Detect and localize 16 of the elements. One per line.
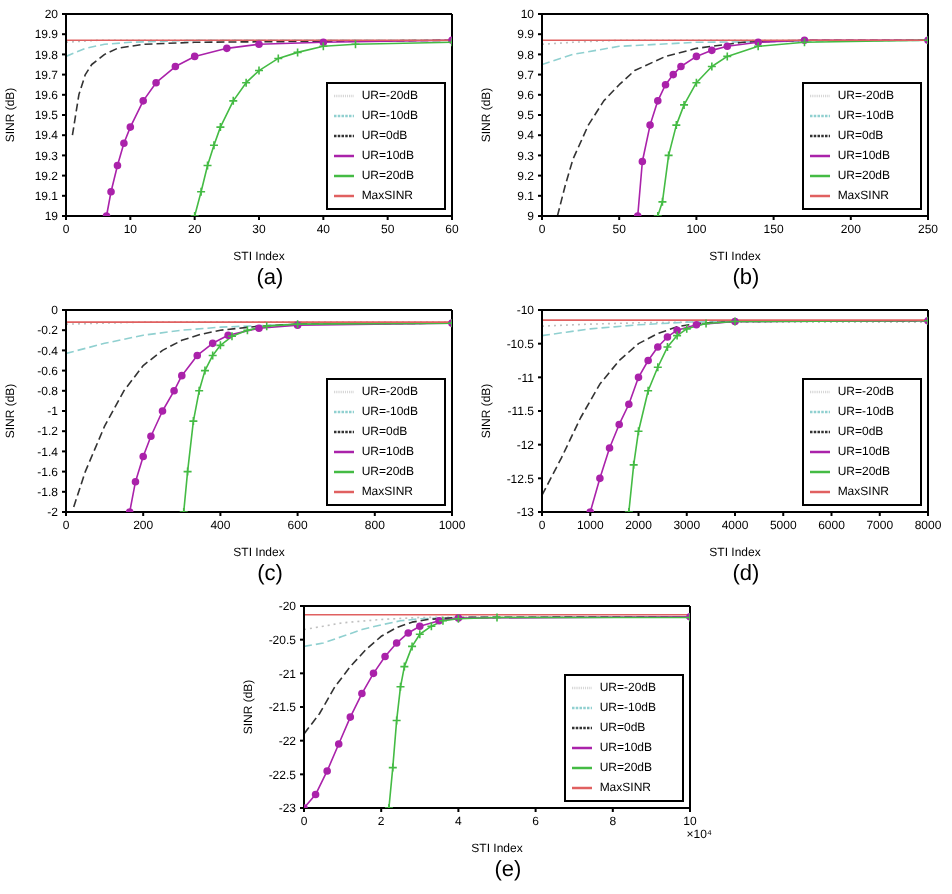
point <box>196 186 206 197</box>
point <box>438 616 448 626</box>
point <box>653 362 663 373</box>
point <box>228 96 239 106</box>
point <box>415 629 425 640</box>
point <box>681 324 692 334</box>
text: (d) <box>730 560 762 588</box>
point <box>261 321 272 331</box>
point <box>643 386 653 396</box>
text: (b) <box>730 264 762 292</box>
point <box>194 386 204 396</box>
text: (a) <box>254 264 286 292</box>
point <box>679 100 689 110</box>
point <box>227 331 237 342</box>
text: (c) <box>255 560 285 588</box>
text: (e) <box>492 856 524 884</box>
